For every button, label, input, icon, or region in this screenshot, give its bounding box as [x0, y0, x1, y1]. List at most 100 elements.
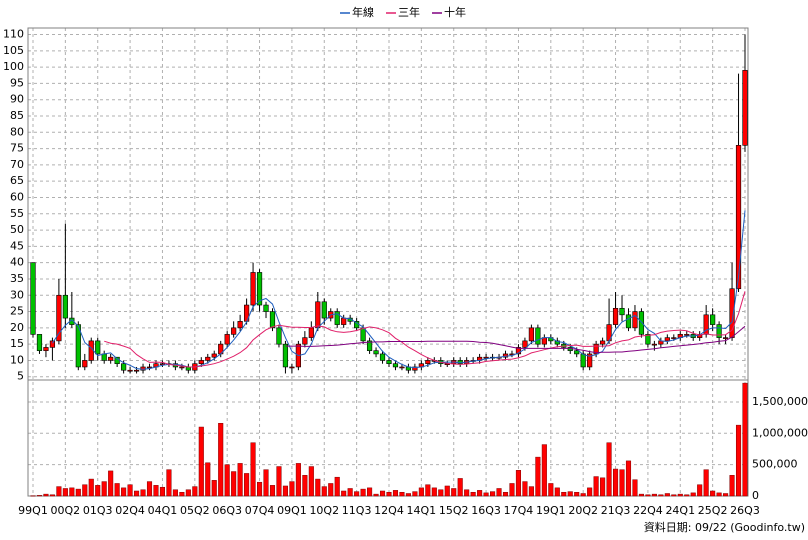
- volume-bar: [645, 494, 651, 497]
- candle-body: [82, 360, 88, 368]
- x-tick-label: 12Q4: [374, 504, 404, 517]
- volume-bar: [541, 444, 547, 497]
- candle-body: [632, 311, 638, 329]
- y-tick-label: 55: [10, 207, 24, 220]
- volume-bar: [347, 488, 353, 497]
- volume-bar: [166, 469, 172, 497]
- volume-bar: [444, 485, 450, 497]
- candle-body: [308, 327, 314, 338]
- x-tick-label: 21Q3: [601, 504, 631, 517]
- y-tick-label: 60: [10, 190, 24, 203]
- candle-body: [133, 369, 140, 372]
- volume-bar: [548, 483, 554, 497]
- candle-body: [483, 356, 489, 359]
- volume-bar: [619, 469, 625, 497]
- x-tick-label: 06Q3: [212, 504, 242, 517]
- volume-bar: [159, 486, 166, 497]
- candle-body: [522, 340, 528, 348]
- volume-bar: [664, 493, 670, 497]
- y-tick-label: 20: [10, 321, 24, 334]
- candle-body: [179, 366, 185, 369]
- x-tick-label: 07Q4: [245, 504, 275, 517]
- volume-bar: [690, 492, 696, 497]
- x-tick-label: 17Q4: [504, 504, 534, 517]
- volume-bar: [179, 491, 185, 497]
- volume-bar: [606, 442, 612, 497]
- volume-bar: [315, 478, 321, 497]
- volume-bar: [114, 483, 120, 497]
- footer: 資料日期: 09/22 (Goodinfo.tw): [644, 520, 805, 534]
- candle-body: [146, 366, 153, 369]
- volume-bar: [263, 469, 269, 497]
- candle-body: [587, 353, 593, 368]
- volume-bar: [438, 489, 444, 497]
- volume-bar: [600, 477, 606, 497]
- volume-bar: [612, 468, 619, 497]
- candle-body: [30, 262, 36, 335]
- x-tick-label: 22Q4: [633, 504, 663, 517]
- volume-bar: [451, 488, 457, 497]
- volume-bar: [231, 471, 237, 497]
- volume-bar: [153, 485, 159, 497]
- candle-body: [205, 356, 211, 361]
- y-tick-label: 40: [10, 256, 24, 269]
- candle-body: [729, 288, 735, 338]
- volume-bar: [295, 463, 301, 497]
- candle-body: [224, 334, 230, 345]
- candle-body: [62, 294, 68, 319]
- candle-body: [49, 340, 56, 348]
- candle-body: [697, 334, 703, 338]
- volume-bar: [185, 489, 191, 497]
- x-tick-label: 02Q4: [115, 504, 145, 517]
- y-tick-label: 75: [10, 142, 24, 155]
- candle-body: [684, 334, 690, 336]
- volume-bar: [237, 463, 243, 497]
- candle-body: [108, 356, 114, 361]
- volume-bar: [392, 490, 399, 497]
- volume-bar: [282, 485, 288, 497]
- volume-bar: [276, 466, 282, 497]
- candle-body: [121, 363, 127, 371]
- candle-body: [554, 340, 560, 345]
- volume-bar: [483, 492, 489, 497]
- volume-bar: [399, 491, 405, 497]
- candle-body: [256, 272, 263, 306]
- candle-body: [36, 334, 43, 351]
- volume-bar: [146, 481, 153, 497]
- candle-body: [412, 366, 418, 371]
- volume-bar: [625, 460, 632, 497]
- volume-bar: [127, 484, 133, 497]
- candle-body: [250, 272, 256, 306]
- y-tick-label: 10: [10, 353, 24, 366]
- candle-body: [515, 347, 522, 355]
- volume-bar: [658, 494, 664, 497]
- candle-body: [638, 311, 645, 335]
- volume-bar: [75, 488, 81, 497]
- volume-bar: [425, 484, 431, 497]
- volume-bar: [367, 487, 373, 497]
- volume-bar: [354, 491, 360, 497]
- volume-bar: [308, 466, 314, 497]
- volume-bar: [515, 470, 522, 497]
- x-tick-label: 16Q3: [471, 504, 501, 517]
- volume-bar: [289, 481, 295, 497]
- candle-body: [703, 314, 709, 335]
- volume-bar: [49, 494, 55, 497]
- x-tick-label: 19Q1: [536, 504, 566, 517]
- volume-bar: [632, 479, 638, 497]
- volume-bar: [62, 488, 68, 497]
- volume-bar: [198, 426, 204, 497]
- volume-bar: [528, 486, 534, 497]
- candle-body: [366, 340, 373, 351]
- volume-bar: [373, 493, 379, 497]
- volume-bar: [140, 489, 146, 497]
- y-tick-label: 30: [10, 288, 24, 301]
- candle-body: [237, 321, 243, 329]
- candle-body: [612, 307, 619, 325]
- volume-bar: [172, 489, 178, 497]
- volume-bar: [729, 475, 735, 497]
- x-tick-label: 05Q2: [180, 504, 210, 517]
- candle-body: [574, 350, 580, 355]
- x-tick-label: 99Q1: [18, 504, 48, 517]
